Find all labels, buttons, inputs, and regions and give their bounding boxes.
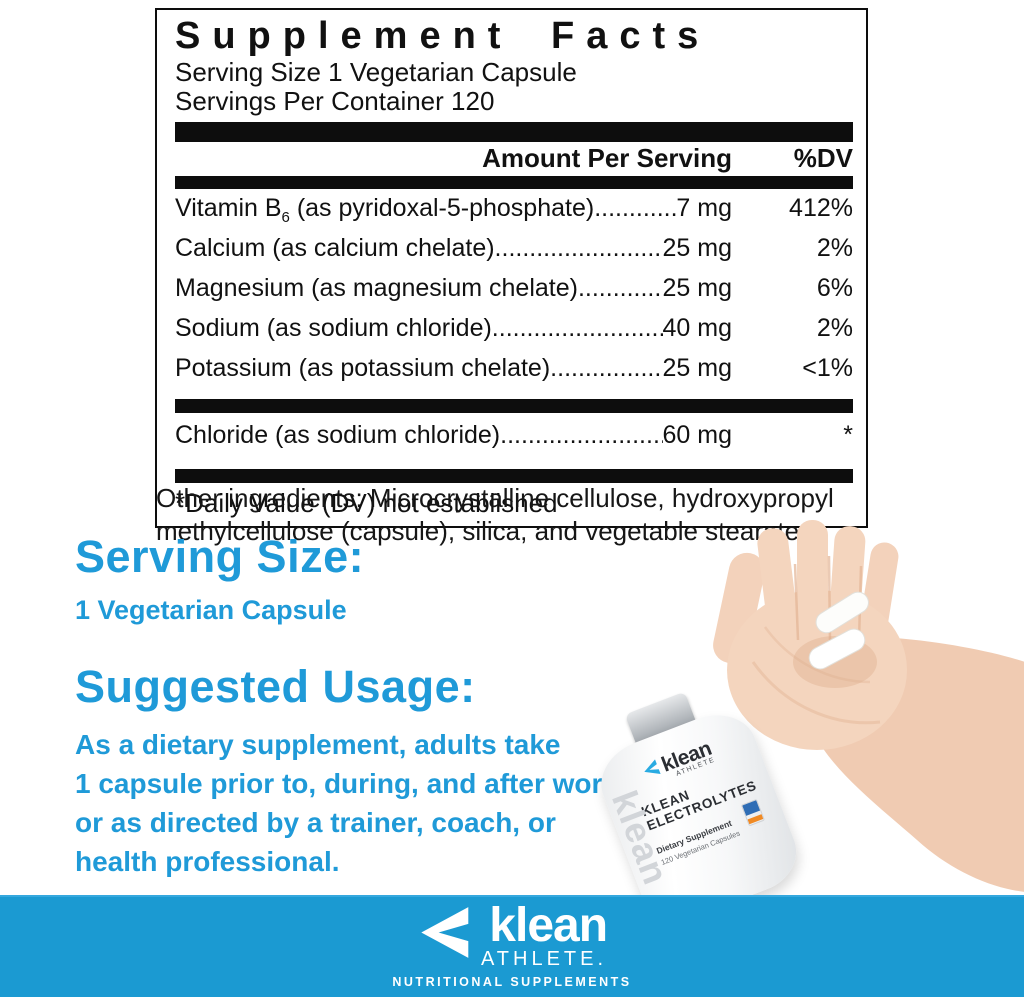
table-row: Calcium (as calcium chelate) 25 mg 2%	[175, 233, 853, 273]
divider-bar	[175, 469, 853, 483]
servings-per-container-line: Servings Per Container 120	[175, 86, 495, 116]
table-row: Vitamin B6 (as pyridoxal-5-phosphate) 7 …	[175, 193, 853, 233]
nutrient-name: Chloride (as sodium chloride)	[175, 421, 501, 449]
nutrient-amount: 25 mg	[662, 354, 732, 382]
table-row: Sodium (as sodium chloride) 40 mg 2%	[175, 313, 853, 353]
klean-arrow-icon	[421, 907, 469, 958]
nutrient-dv: 2%	[816, 234, 853, 262]
nutrient-amount: 25 mg	[662, 274, 732, 302]
supplement-facts-title: Supplement Facts	[175, 15, 711, 57]
amount-per-serving-header: Amount Per Serving	[482, 143, 732, 173]
footer-logo: klean ATHLETE.	[417, 899, 608, 971]
footer-brand-sub: ATHLETE.	[480, 948, 608, 970]
supplement-facts-panel: Supplement Facts Serving Size 1 Vegetari…	[155, 8, 868, 528]
brand-footer-bar: klean ATHLETE. NUTRITIONAL SUPPLEMENTS	[0, 895, 1024, 997]
nutrient-name: Potassium (as potassium chelate)	[175, 354, 551, 382]
klean-arrow-icon	[644, 759, 661, 775]
bottle-brand-logo: klean ATHLETE	[598, 723, 759, 805]
hand-with-capsules-photo	[695, 512, 1024, 898]
nutrient-amount: 7 mg	[676, 194, 732, 222]
footer-tagline: NUTRITIONAL SUPPLEMENTS	[392, 975, 632, 989]
table-row: Potassium (as potassium chelate) 25 mg <…	[175, 353, 853, 393]
table-row: Chloride (as sodium chloride) 60 mg *	[175, 418, 853, 462]
nutrient-amount: 25 mg	[662, 234, 732, 262]
capsule-pills	[808, 591, 869, 670]
nutrient-amount: 40 mg	[662, 314, 732, 342]
dotted-leader	[550, 353, 662, 383]
nutrient-name: Calcium (as calcium chelate)	[175, 234, 495, 262]
suggested-usage-heading: Suggested Usage:	[75, 661, 476, 712]
nutrient-name: Vitamin B6 (as pyridoxal-5-phosphate)	[175, 194, 595, 226]
dotted-leader	[578, 273, 663, 303]
nutrient-dv: 412%	[789, 194, 853, 222]
divider-bar-thick	[175, 122, 853, 142]
nutrient-dv: *	[843, 421, 853, 449]
nutrient-dv: <1%	[802, 354, 853, 382]
serving-size-value: 1 Vegetarian Capsule	[75, 595, 347, 625]
dotted-leader	[500, 418, 662, 452]
serving-size-heading: Serving Size:	[75, 531, 365, 582]
nutrient-dv: 6%	[816, 274, 853, 302]
dv-header: %DV	[793, 143, 853, 173]
suggested-usage-section: Suggested Usage: As a dietary supplement…	[75, 661, 685, 881]
footer-brand-name: klean	[489, 899, 608, 952]
divider-bar	[175, 176, 853, 189]
table-row: Magnesium (as magnesium chelate) 25 mg 6…	[175, 273, 853, 313]
other-ingredients: Other ingredients: Microcrystalline cell…	[156, 483, 834, 546]
nutrient-name: Magnesium (as magnesium chelate)	[175, 274, 578, 302]
dotted-leader	[495, 233, 663, 263]
dv-footnote: *Daily Value (DV) not established	[175, 488, 558, 518]
suggested-usage-text: As a dietary supplement, adults take 1 c…	[75, 729, 685, 877]
serving-size-line: Serving Size 1 Vegetarian Capsule	[175, 57, 577, 87]
dotted-leader	[492, 313, 663, 343]
nutrient-name: Sodium (as sodium chloride)	[175, 314, 492, 342]
nutrient-amount: 60 mg	[662, 421, 732, 449]
serving-size-section: Serving Size: 1 Vegetarian Capsule	[75, 531, 364, 626]
bottle-body: klean ATHLETE KLEAN ELECTROLYTES Dietary…	[589, 702, 807, 932]
divider-bar	[175, 399, 853, 413]
nutrient-dv: 2%	[816, 314, 853, 342]
product-bottle: klean ATHLETE KLEAN ELECTROLYTES Dietary…	[579, 674, 807, 932]
facts-header-row: Amount Per Serving %DV	[175, 142, 853, 174]
hand-illustration	[713, 520, 1024, 892]
dotted-leader	[594, 193, 676, 223]
